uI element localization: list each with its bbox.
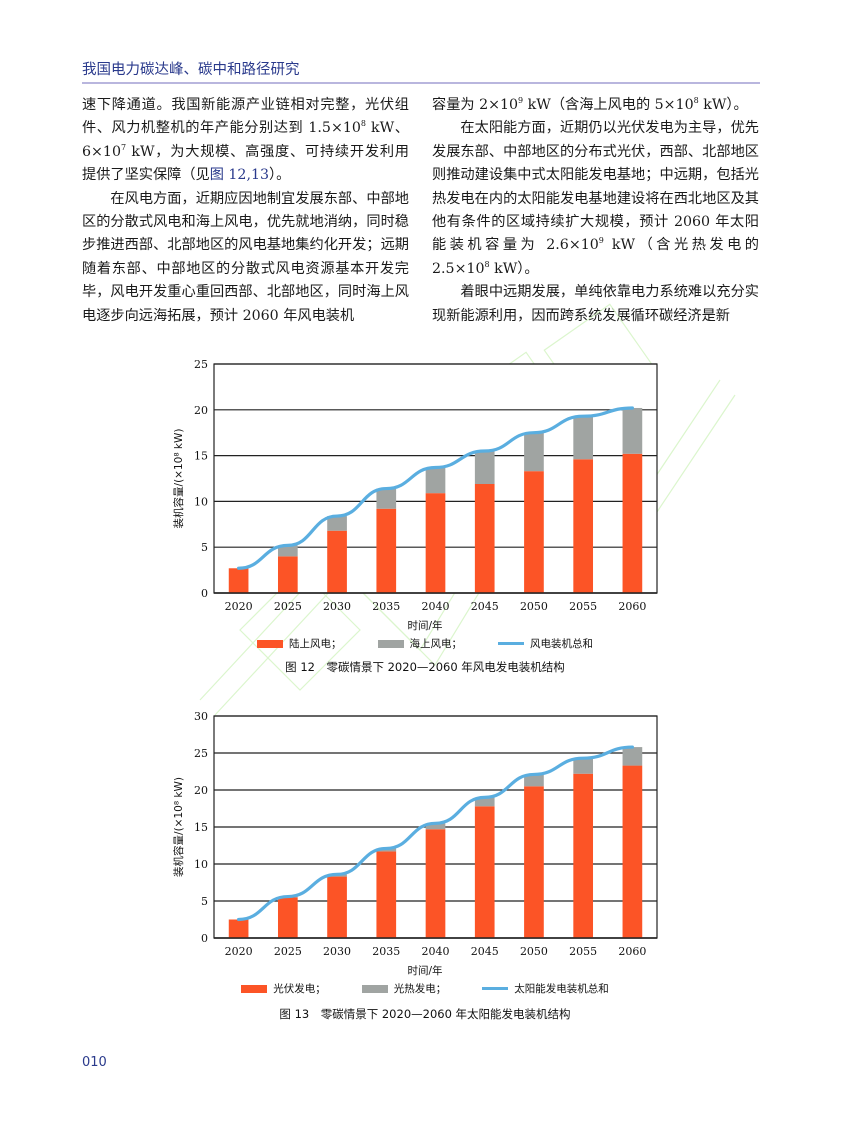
bar-segment: [228, 568, 249, 593]
x-tick-label: 2030: [323, 600, 351, 613]
x-tick-label: 2020: [225, 600, 253, 613]
total-capacity-line: [237, 406, 634, 570]
y-tick-label: 25: [194, 747, 208, 760]
x-tick-label: 2040: [422, 600, 450, 613]
bar-segment: [573, 773, 594, 938]
bar-segment: [524, 786, 544, 938]
bar-segment: [376, 488, 397, 509]
bar-segment: [622, 747, 643, 766]
bar-segment: [474, 806, 495, 938]
bar-segment: [474, 797, 495, 807]
y-axis-label: 装机容量/(×10⁸ kW): [172, 777, 185, 877]
chart-x-axis-label: 时间/年: [407, 620, 443, 632]
legend-item-pv: 光伏发电；: [241, 981, 326, 996]
legend-swatch-total: [498, 642, 524, 645]
x-tick-label: 2060: [618, 945, 646, 958]
x-tick-label: 2060: [618, 600, 646, 613]
y-tick-label: 10: [194, 495, 208, 508]
figure-reference-link[interactable]: 图 12,13: [209, 167, 270, 184]
x-tick-label: 2035: [372, 945, 400, 958]
x-tick-label: 2050: [520, 945, 548, 958]
running-head-title: 我国电力碳达峰、碳中和路径研究: [82, 58, 760, 84]
y-tick-label: 5: [201, 895, 208, 908]
bar-segment: [622, 765, 643, 938]
bar-segment: [474, 483, 495, 593]
total-capacity-line: [237, 745, 634, 922]
bar-segment: [573, 758, 594, 774]
bar-segment: [277, 556, 298, 593]
legend-swatch-total: [482, 987, 509, 990]
bar-segment: [327, 516, 347, 531]
legend-item-offshore: 海上风电；: [377, 636, 462, 651]
left-text-column: 速下降通道。我国新能源产业链相对完整，光伏组件、风力机整机的年产能分别达到 1.…: [82, 94, 409, 328]
y-axis-label: 装机容量/(×10⁸ kW): [172, 429, 185, 529]
chart-legend: 光伏发电； 光热发电； 太阳能发电装机总和: [0, 981, 850, 996]
y-tick-label: 5: [201, 541, 208, 554]
x-tick-label: 2045: [471, 600, 499, 613]
bar-segment: [573, 459, 594, 593]
x-tick-label: 2055: [569, 600, 597, 613]
legend-item-csp: 光热发电；: [361, 981, 446, 996]
bar-segment: [425, 493, 446, 593]
x-tick-label: 2025: [274, 600, 302, 613]
bar-segment: [524, 774, 544, 787]
y-tick-label: 0: [201, 932, 208, 945]
bar-segment: [277, 897, 298, 938]
legend-swatch-offshore: [377, 639, 404, 648]
figure-caption: 图 12 零碳情景下 2020—2060 年风电发电装机结构: [285, 660, 565, 674]
chart-x-axis-label: 时间/年: [407, 965, 443, 977]
bar-segment: [376, 508, 397, 593]
bar-segment: [277, 545, 298, 557]
bar-segment: [425, 467, 446, 494]
y-tick-label: 20: [194, 404, 208, 417]
legend-item-total: 风电装机总和: [498, 636, 593, 651]
bar-segment: [573, 416, 594, 460]
y-tick-label: 30: [194, 710, 208, 723]
legend-item-onshore: 陆上风电；: [257, 636, 342, 651]
paragraph: 容量为 2×109 kW（含海上风电的 5×108 kW）。: [432, 96, 748, 114]
page-number: 010: [82, 1055, 107, 1070]
bar-segment: [425, 823, 446, 830]
paragraph: 在风电方面，近期应因地制宜发展东部、中部地区的分散式风电和海上风电，优先就地消纳…: [82, 190, 409, 324]
y-tick-label: 10: [194, 858, 208, 871]
x-tick-label: 2045: [471, 945, 499, 958]
chart-legend: 陆上风电； 海上风电； 风电装机总和: [0, 636, 850, 651]
x-tick-label: 2030: [323, 945, 351, 958]
legend-swatch-pv: [241, 984, 268, 993]
paragraph: 在太阳能方面，近期仍以光伏发电为主导，优先发展东部、中部地区的分布式光伏，西部、…: [432, 120, 759, 277]
legend-swatch-csp: [361, 984, 388, 993]
x-tick-label: 2025: [274, 945, 302, 958]
bar-segment: [622, 453, 643, 593]
bar-segment: [327, 530, 347, 593]
y-tick-label: 0: [201, 587, 208, 600]
figure-caption: 图 13 零碳情景下 2020—2060 年太阳能发电装机结构: [279, 1007, 571, 1021]
y-tick-label: 20: [194, 784, 208, 797]
bar-segment: [524, 432, 544, 472]
bar-segment: [622, 407, 643, 454]
bar-segment: [228, 919, 249, 938]
bar-segment: [425, 829, 446, 938]
bar-segment: [376, 851, 397, 938]
legend-item-total: 太阳能发电装机总和: [482, 981, 609, 996]
y-tick-label: 25: [194, 358, 208, 371]
x-tick-label: 2055: [569, 945, 597, 958]
bar-segment: [524, 471, 544, 593]
bar-segment: [327, 876, 347, 938]
x-tick-label: 2020: [225, 945, 253, 958]
y-tick-label: 15: [194, 450, 208, 463]
legend-swatch-onshore: [257, 639, 283, 648]
paragraph: 速下降通道。我国新能源产业链相对完整，光伏组件、风力机整机的年产能分别达到 1.…: [82, 97, 409, 184]
y-tick-label: 15: [194, 821, 208, 834]
bar-segment: [474, 451, 495, 484]
x-tick-label: 2050: [520, 600, 548, 613]
x-tick-label: 2035: [372, 600, 400, 613]
x-tick-label: 2040: [422, 945, 450, 958]
